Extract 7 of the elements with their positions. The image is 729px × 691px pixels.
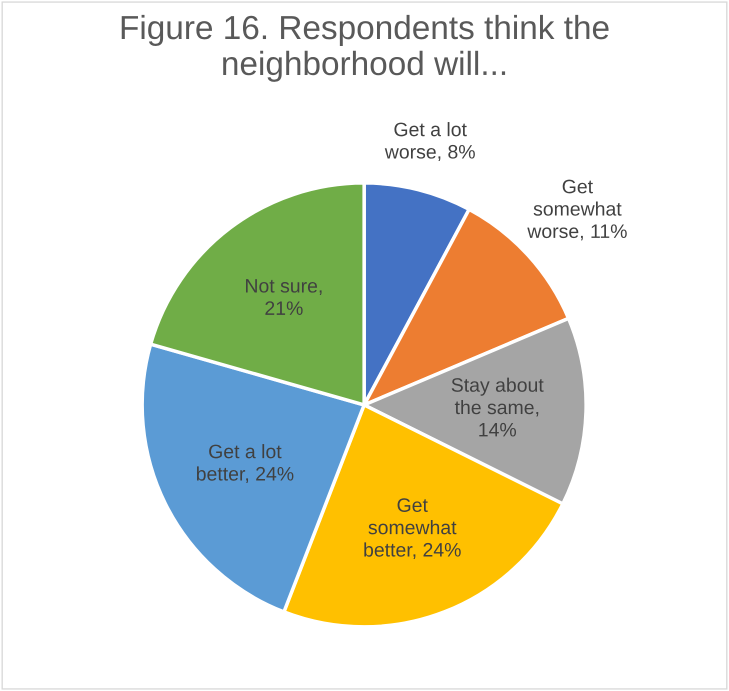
slice-label: Get somewhat worse, 11% xyxy=(527,180,627,240)
slice-label: Get somewhat better, 24% xyxy=(364,498,461,559)
slice-label: Not sure, 21% xyxy=(246,279,322,315)
slice-label: Get a lot better, 24% xyxy=(196,444,294,483)
slice-label: Stay about the same, 14% xyxy=(452,378,544,437)
chart-title: Figure 16. Respondents think the neighborhood will... xyxy=(122,14,609,82)
slice-label: Get a lot worse, 8% xyxy=(384,122,475,161)
